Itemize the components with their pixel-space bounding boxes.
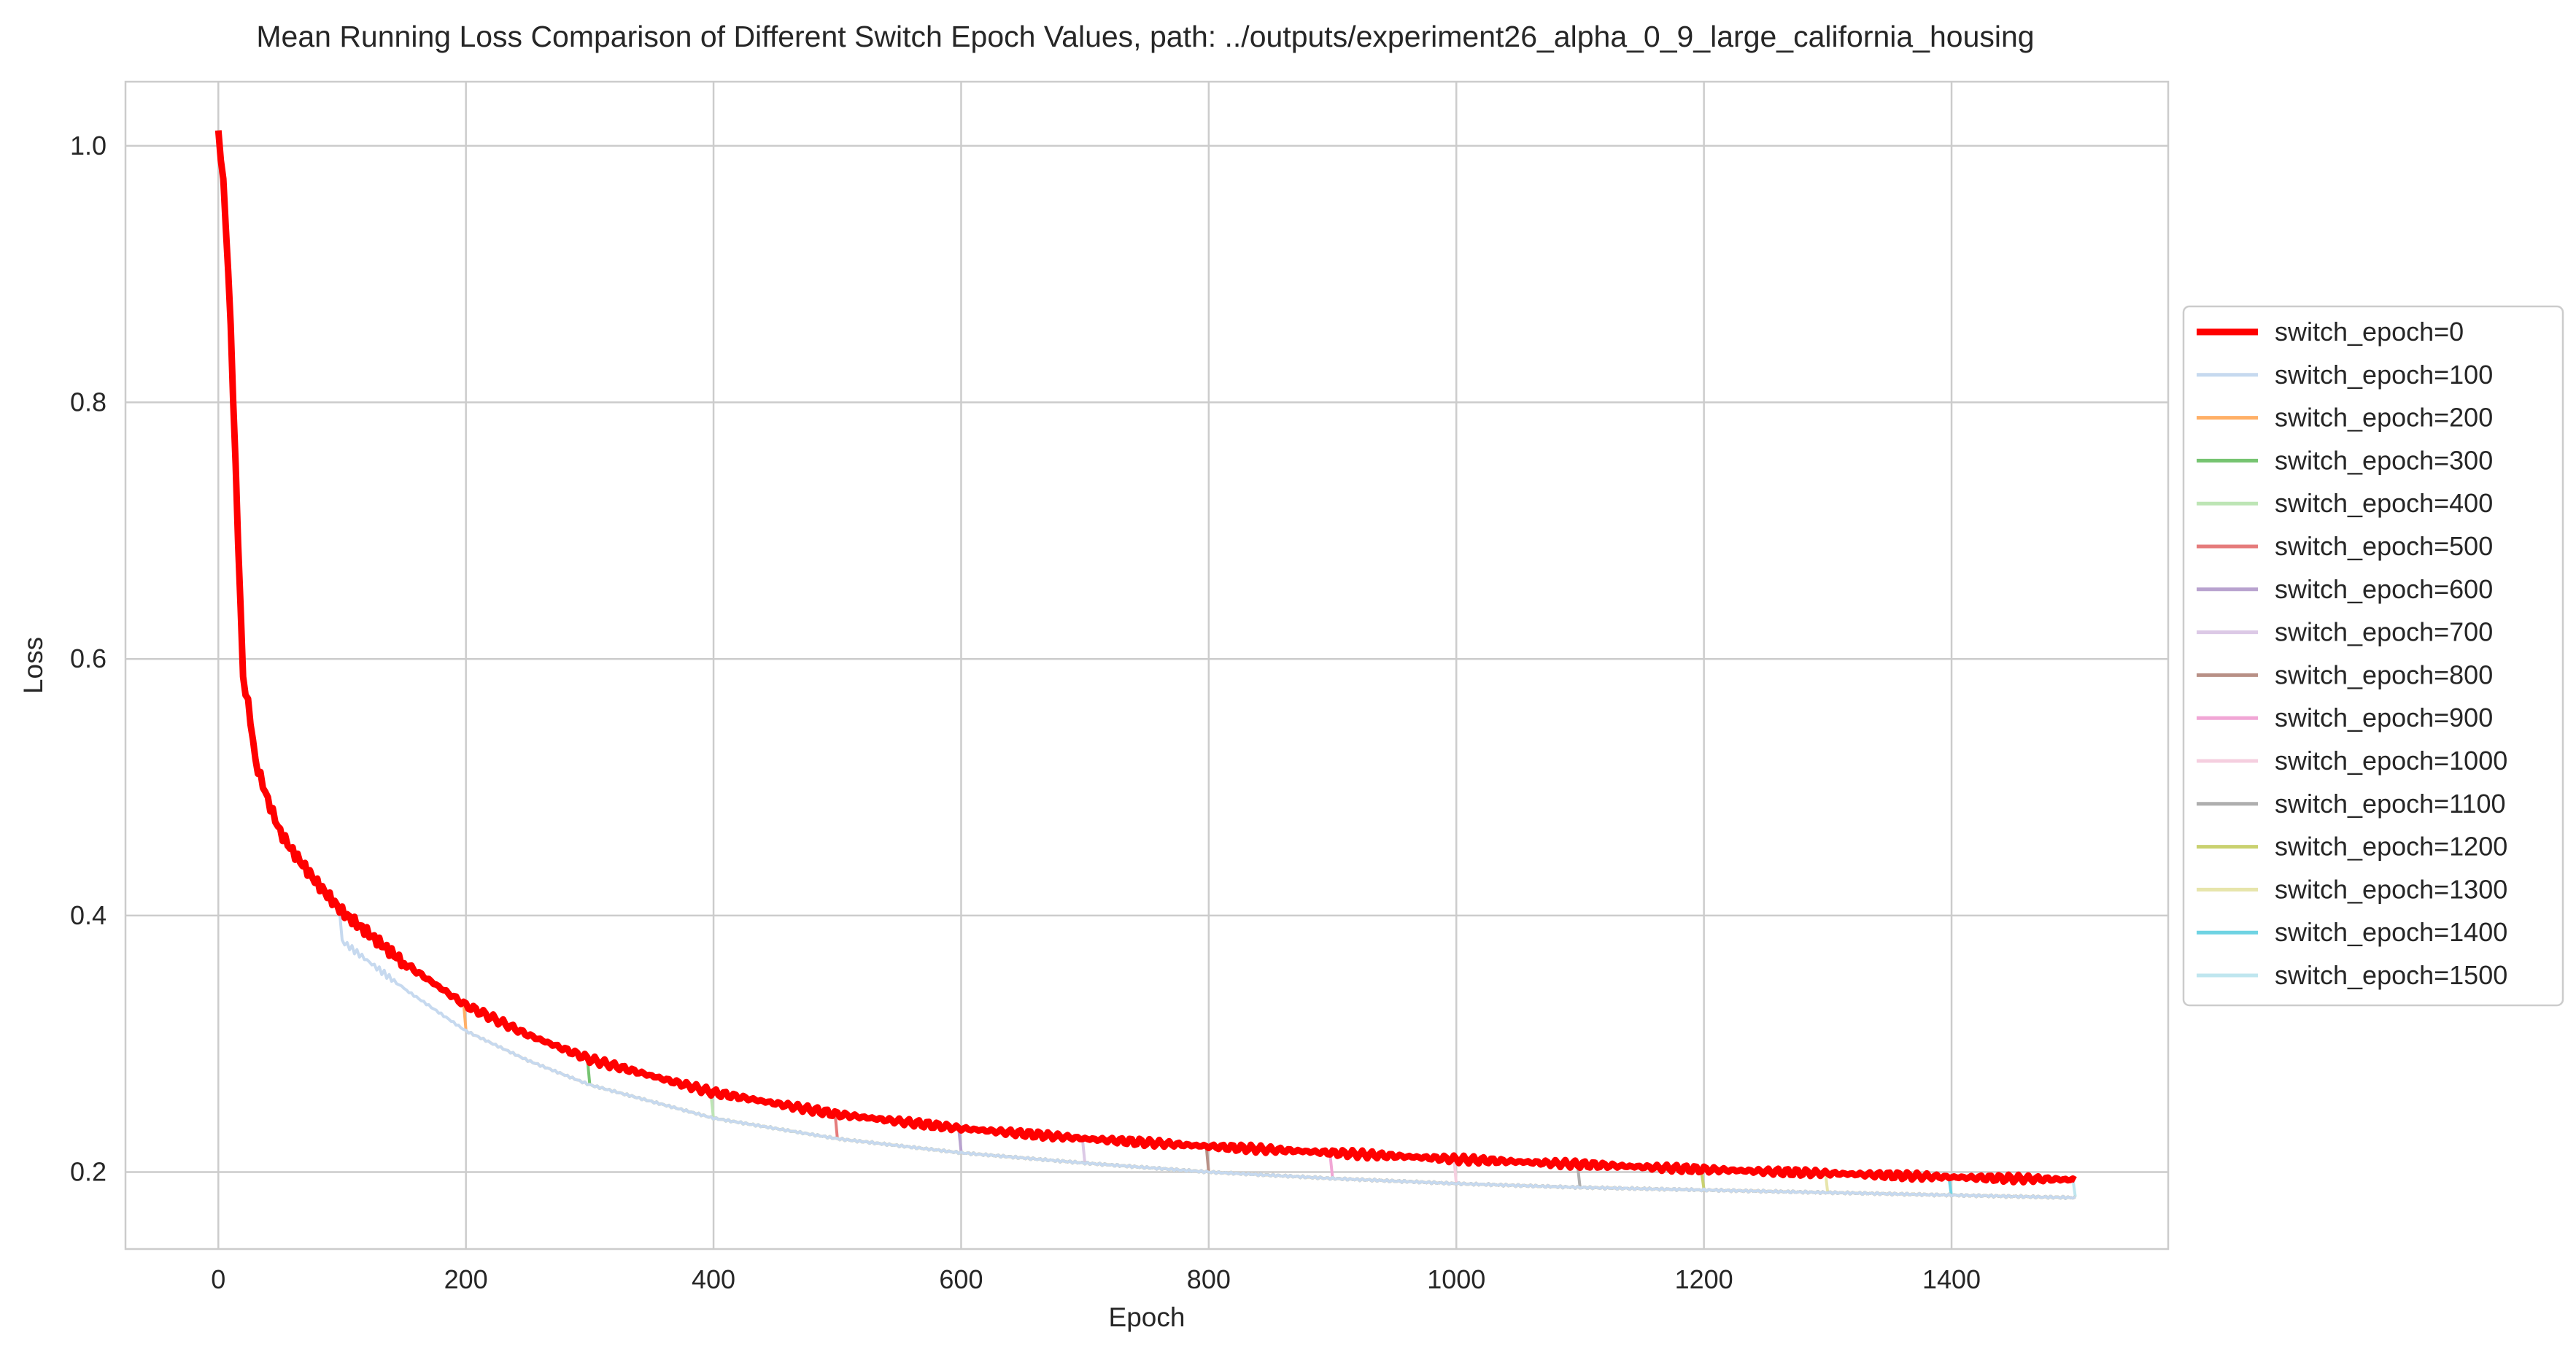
x-tick-label: 0 <box>211 1264 225 1294</box>
y-tick-label: 0.8 <box>70 387 107 417</box>
legend-label: switch_epoch=800 <box>2275 660 2493 689</box>
legend-label: switch_epoch=500 <box>2275 531 2493 561</box>
gridlines <box>125 82 2168 1249</box>
chart-title: Mean Running Loss Comparison of Differen… <box>256 20 2034 53</box>
legend-items: switch_epoch=0 switch_epoch=100 switch_epo… <box>2197 317 2507 990</box>
legend-label: switch_epoch=1000 <box>2275 746 2507 776</box>
x-tick-labels: 0 200 400 600 800 1000 1200 1400 <box>211 1264 1981 1294</box>
y-axis-label: Loss <box>18 637 48 694</box>
plot-frame <box>124 80 2170 1250</box>
series-lines <box>214 130 2077 1200</box>
x-tick-label: 800 <box>1187 1264 1231 1294</box>
y-tick-label: 0.6 <box>70 643 107 673</box>
y-tick-label: 0.2 <box>70 1157 107 1187</box>
series-line-switch-100 <box>217 130 2076 1200</box>
x-tick-label: 1000 <box>1427 1264 1485 1294</box>
legend-label: switch_epoch=700 <box>2275 617 2493 647</box>
y-tick-label: 1.0 <box>70 131 107 161</box>
legend-label: switch_epoch=300 <box>2275 445 2493 475</box>
y-tick-labels: 0.2 0.4 0.6 0.8 1.0 <box>70 131 107 1187</box>
legend-label: switch_epoch=400 <box>2275 488 2493 518</box>
legend-label: switch_epoch=0 <box>2275 317 2464 347</box>
legend-label: switch_epoch=200 <box>2275 403 2493 433</box>
legend-label: switch_epoch=1200 <box>2275 832 2507 862</box>
legend-label: switch_epoch=100 <box>2275 360 2493 390</box>
legend-label: switch_epoch=1500 <box>2275 960 2507 990</box>
x-tick-label: 400 <box>692 1264 735 1294</box>
legend-label: switch_epoch=1400 <box>2275 917 2507 947</box>
y-tick-label: 0.4 <box>70 900 107 930</box>
legend-label: switch_epoch=1100 <box>2275 789 2506 819</box>
legend-label: switch_epoch=600 <box>2275 574 2493 604</box>
x-tick-label: 1200 <box>1675 1264 1733 1294</box>
legend-box <box>2182 305 2564 1007</box>
series-line-switch-0 <box>214 130 2077 1186</box>
plot-area <box>125 82 2168 1249</box>
x-tick-label: 1400 <box>1922 1264 1981 1294</box>
legend-label: switch_epoch=1300 <box>2275 874 2507 904</box>
legend-label: switch_epoch=900 <box>2275 703 2493 732</box>
legend: switch_epoch=0 switch_epoch=100 switch_epo… <box>2182 305 2564 1007</box>
x-axis-label: Epoch <box>1109 1302 1185 1332</box>
x-tick-label: 600 <box>939 1264 983 1294</box>
x-tick-label: 200 <box>444 1264 488 1294</box>
